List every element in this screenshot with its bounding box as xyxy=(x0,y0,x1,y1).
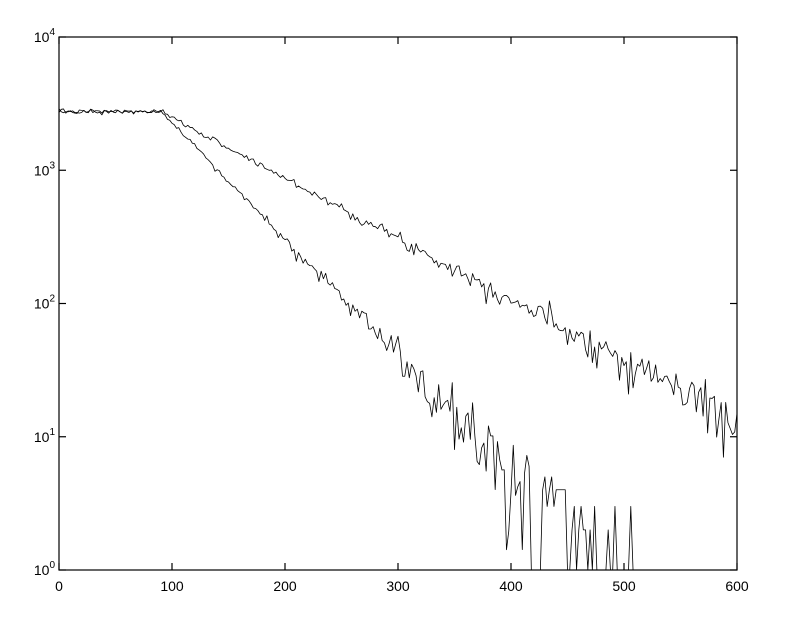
y-tick-label: 100 xyxy=(34,560,56,578)
x-tick-label: 300 xyxy=(386,578,410,594)
x-tick-label: 100 xyxy=(160,578,184,594)
x-tick-label: 500 xyxy=(612,578,636,594)
x-tick-label: 0 xyxy=(55,578,63,594)
series-slow-decay-line xyxy=(58,108,738,458)
y-tick-label: 104 xyxy=(34,27,56,45)
x-tick-label: 400 xyxy=(499,578,523,594)
x-tick-label: 200 xyxy=(273,578,297,594)
plot-box xyxy=(58,36,738,571)
x-tick-label: 600 xyxy=(725,578,749,594)
y-tick-label: 103 xyxy=(34,160,56,178)
series-fast-decay-line xyxy=(58,108,737,571)
y-tick-label: 101 xyxy=(34,427,56,445)
y-tick-label: 102 xyxy=(34,294,56,312)
